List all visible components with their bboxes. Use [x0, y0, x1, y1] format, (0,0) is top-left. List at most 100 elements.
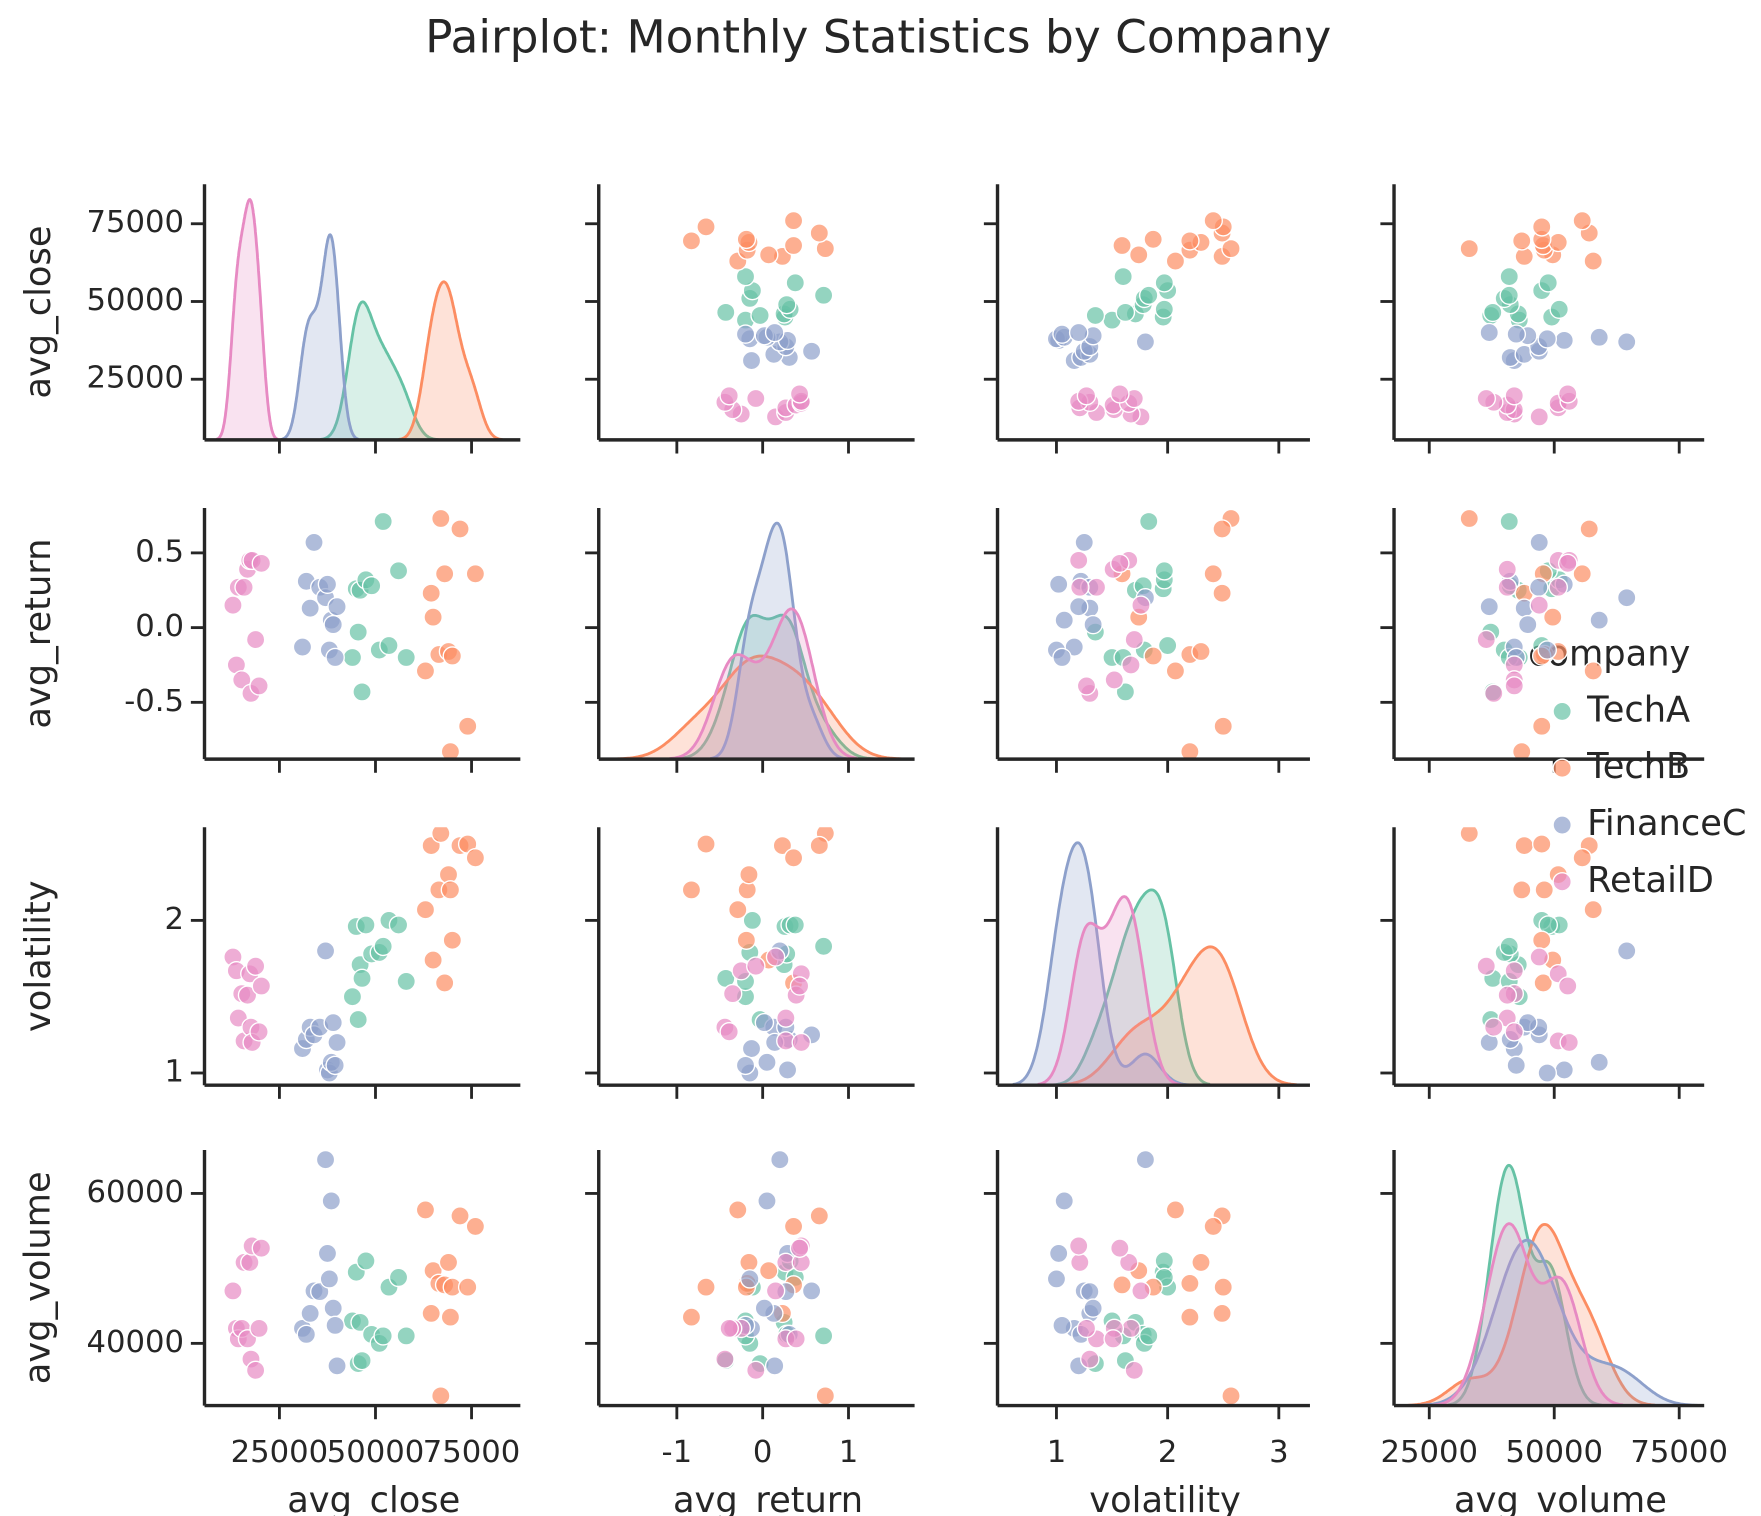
scatter-point — [1135, 1149, 1156, 1170]
scatter-point — [1085, 305, 1106, 326]
scatter-point — [1549, 299, 1570, 320]
panel — [1459, 827, 1637, 1083]
y-tick-label: -0.5 — [124, 684, 184, 719]
scatter-point — [1504, 960, 1525, 981]
scatter-point — [770, 1149, 790, 1170]
scatter-point — [809, 1206, 830, 1226]
scatter-point — [323, 1012, 343, 1033]
scatter-point — [342, 647, 363, 668]
scatter-point — [1459, 238, 1480, 259]
legend-label: TechA — [1586, 689, 1690, 730]
scatter-point — [1080, 1349, 1100, 1369]
scatter-point — [325, 1315, 345, 1336]
scatter-point — [1180, 741, 1200, 760]
scatter-point — [388, 915, 409, 935]
scatter-point — [1083, 614, 1103, 635]
scatter-point — [396, 1326, 416, 1346]
x-tick-label: 1 — [1047, 1435, 1067, 1470]
panel — [681, 827, 836, 1083]
scatter-point — [728, 899, 748, 920]
scatter-point — [1589, 327, 1609, 348]
x-tick-label: 25000 — [1381, 1435, 1479, 1470]
x-tick-label: 50000 — [327, 1435, 425, 1470]
scatter-point — [1104, 670, 1125, 690]
scatter-point — [1529, 407, 1550, 427]
scatter-point — [1154, 561, 1175, 581]
kde-area — [398, 281, 503, 440]
scatter-point — [319, 1269, 340, 1289]
x-tick-label: -1 — [662, 1435, 693, 1470]
panel — [1459, 508, 1637, 760]
scatter-point — [789, 976, 810, 996]
kde-area — [1037, 896, 1182, 1086]
scatter-point — [245, 956, 266, 976]
kde-line — [1056, 945, 1298, 1086]
scatter-point — [722, 983, 743, 1004]
scatter-point — [1459, 508, 1480, 529]
scatter-point — [1115, 302, 1136, 323]
scatter-point — [1157, 635, 1178, 656]
scatter-point — [1110, 553, 1130, 574]
scatter-point — [1083, 1298, 1103, 1318]
scatter-point — [1121, 655, 1141, 675]
scatter-point — [300, 1303, 320, 1324]
scatter-point — [1213, 1277, 1234, 1297]
scatter-point — [237, 985, 258, 1005]
scatter-point — [746, 388, 766, 409]
scatter-point — [415, 661, 436, 681]
y-axis-label: avg_close — [18, 226, 59, 399]
scatter-point — [1533, 973, 1554, 993]
scatter-point — [1070, 577, 1090, 598]
scatter-point — [292, 637, 313, 657]
scatter-point — [1517, 1012, 1538, 1033]
scatter-point — [434, 564, 455, 584]
scatter-point — [757, 1191, 777, 1211]
kde-area — [1418, 1240, 1698, 1406]
scatter-point — [1154, 1251, 1175, 1271]
kde-area — [1012, 842, 1189, 1086]
scatter-point — [1191, 1252, 1211, 1273]
kde-area — [280, 234, 359, 440]
scatter-point — [457, 1277, 478, 1297]
scatter-point — [379, 635, 399, 656]
kde-line — [1052, 888, 1211, 1086]
scatter-point — [1135, 332, 1156, 352]
panel — [1407, 1163, 1699, 1406]
scatter-point — [440, 1307, 461, 1327]
scatter-point — [1529, 532, 1550, 553]
chart-title: Pairplot: Monthly Statistics by Company — [425, 10, 1331, 63]
scatter-point — [1103, 1329, 1123, 1349]
scatter-point — [1076, 676, 1097, 696]
x-tick-label: 25000 — [231, 1435, 329, 1470]
panel — [681, 1149, 836, 1406]
scatter-point — [1124, 629, 1145, 650]
scatter-point — [1203, 1216, 1223, 1237]
scatter-point — [1589, 1052, 1609, 1073]
scatter-point — [809, 223, 830, 243]
scatter-point — [450, 519, 470, 539]
y-tick-label: 25000 — [87, 361, 185, 396]
scatter-point — [681, 231, 702, 251]
scatter-point — [440, 880, 461, 900]
legend-marker — [1552, 758, 1572, 778]
scatter-point — [750, 305, 770, 326]
scatter-point — [388, 561, 409, 581]
scatter-point — [758, 1260, 779, 1281]
scatter-point — [1534, 880, 1555, 900]
scatter-point — [361, 575, 382, 596]
kde-line — [1432, 1222, 1624, 1406]
scatter-point — [1165, 661, 1186, 681]
kde-line — [615, 654, 902, 760]
scatter-point — [465, 848, 486, 868]
kde-area — [710, 523, 847, 760]
scatter-point — [1529, 595, 1550, 615]
scatter-point — [1052, 647, 1072, 668]
scatter-point — [719, 1022, 739, 1042]
scatter-point — [696, 1277, 716, 1297]
scatter-point — [1180, 1307, 1200, 1327]
scatter-point — [813, 285, 834, 306]
scatter-point — [758, 245, 779, 265]
scatter-point — [1110, 1238, 1130, 1258]
scatter-point — [1054, 610, 1075, 630]
x-axis-label: avg_close — [287, 1480, 460, 1516]
